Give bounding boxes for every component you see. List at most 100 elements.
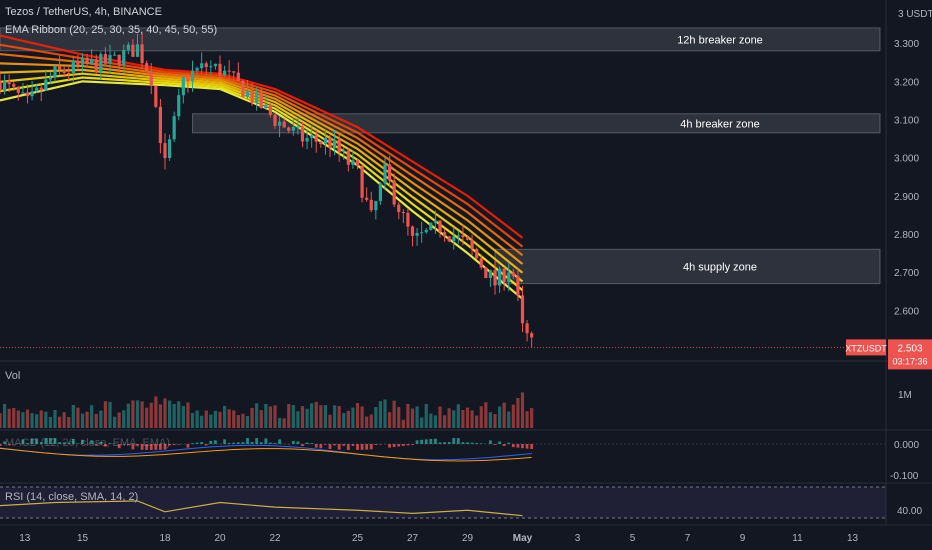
candles-layer[interactable]: [0, 33, 534, 348]
macd-histogram-bar: [204, 444, 208, 446]
candle-body: [94, 59, 98, 73]
macd-histogram-bar: [392, 444, 396, 448]
macd-histogram-bar: [223, 439, 226, 444]
volume-bar: [227, 409, 231, 428]
volume-bar: [163, 398, 167, 428]
macd-histogram-bar: [479, 443, 483, 444]
volume-bar: [94, 413, 98, 428]
candle-body: [195, 68, 199, 71]
candle-body: [117, 54, 121, 66]
candle-body: [420, 232, 424, 234]
volume-bar: [337, 406, 341, 428]
volume-bar: [158, 404, 163, 428]
time-tick-label: 20: [214, 533, 226, 544]
macd-histogram-bar: [452, 438, 456, 444]
macd-histogram-bar: [324, 444, 327, 445]
time-tick-label: 9: [740, 533, 746, 544]
volume-bar: [209, 414, 213, 428]
volume-pane-label[interactable]: Vol: [5, 370, 21, 382]
candle-body: [300, 126, 305, 142]
ema-ribbon-legend[interactable]: EMA Ribbon (20, 25, 30, 35, 40, 45, 50, …: [5, 24, 218, 36]
volume-bar: [67, 417, 71, 428]
macd-histogram-bar: [314, 444, 318, 448]
candle-body: [190, 70, 195, 82]
candle-body: [502, 268, 506, 282]
candle-body: [310, 135, 314, 138]
macd-histogram-bar: [49, 438, 52, 444]
candle-body: [447, 236, 451, 242]
time-tick-label: 13: [847, 533, 859, 544]
candle-body: [259, 92, 263, 109]
candle-body: [158, 106, 163, 144]
macd-histogram-bar: [104, 444, 107, 447]
macd-histogram-bar: [154, 444, 158, 450]
candle-body: [112, 54, 117, 56]
volume-bar: [401, 419, 405, 428]
macd-histogram-bar: [301, 444, 304, 447]
candle-body: [76, 60, 80, 65]
macd-histogram-bar: [136, 444, 139, 446]
candle-body: [67, 72, 71, 74]
candle-body: [442, 232, 447, 237]
candle-body: [488, 270, 493, 279]
volume-bar: [493, 414, 497, 428]
rsi-pane-label[interactable]: RSI (14, close, SMA, 14, 2): [5, 491, 139, 503]
macd-tick-label: -0.100: [890, 471, 919, 482]
macd-pane-label[interactable]: MACD (12, 26, close, EMA, EMA): [5, 437, 171, 449]
volume-bar: [172, 404, 176, 428]
candle-body: [172, 116, 176, 140]
time-tick-label: 25: [352, 533, 364, 544]
price-tick-label: 2.900: [894, 192, 919, 203]
volume-bar: [420, 417, 424, 428]
macd-histogram-bar: [131, 444, 135, 450]
macd-histogram-bar: [493, 444, 497, 445]
candle-body: [145, 63, 149, 72]
macd-histogram-bar: [67, 442, 71, 444]
candle-body: [177, 95, 181, 117]
macd-histogram-bar: [227, 442, 231, 444]
candle-body: [140, 44, 144, 64]
candle-body: [227, 70, 231, 72]
macd-histogram-bar: [264, 438, 268, 444]
volume-bar: [85, 411, 89, 428]
zone-label: 4h breaker zone: [680, 118, 760, 130]
volume-bar: [351, 407, 355, 428]
last-price-countdown: 03:17:36: [892, 356, 927, 366]
volume-bar: [433, 415, 438, 428]
volume-bar: [374, 407, 378, 428]
volume-bar: [218, 411, 222, 428]
candle-body: [163, 143, 167, 159]
zone-label: 12h breaker zone: [677, 34, 763, 46]
ema-line-45: [0, 72, 524, 283]
zone-box: [192, 113, 881, 134]
candle-body: [135, 44, 140, 57]
last-price-layer: XTZUSDT 2.503 03:17:36: [0, 339, 932, 370]
candle-body: [0, 81, 2, 91]
candle-body: [57, 65, 62, 70]
price-tick-label: 3.300: [894, 39, 919, 50]
macd-histogram-bar: [44, 438, 48, 444]
macd-histogram-bar: [39, 442, 43, 444]
volume-bar: [0, 413, 2, 428]
volume-bar: [461, 410, 465, 428]
volume-bar: [497, 406, 502, 428]
macd-histogram-bar: [530, 444, 534, 450]
macd-histogram-bar: [420, 439, 424, 444]
volume-bar: [177, 401, 181, 428]
macd-histogram-bar: [516, 444, 520, 448]
candle-body: [332, 139, 337, 149]
macd-histogram-bar: [126, 444, 130, 446]
time-tick-label: 7: [685, 533, 691, 544]
volume-bar: [108, 401, 112, 428]
volume-bar: [186, 402, 190, 428]
symbol-title[interactable]: Tezos / TetherUS, 4h, BINANCE: [5, 6, 162, 18]
price-tick-label: 2.800: [894, 230, 919, 241]
volume-bar: [429, 413, 433, 428]
candle-body: [255, 92, 259, 103]
candle-body: [374, 201, 378, 211]
volume-bar: [410, 408, 415, 428]
rsi-band: [0, 487, 886, 518]
volume-bar: [502, 402, 506, 428]
candle-body: [484, 267, 488, 279]
